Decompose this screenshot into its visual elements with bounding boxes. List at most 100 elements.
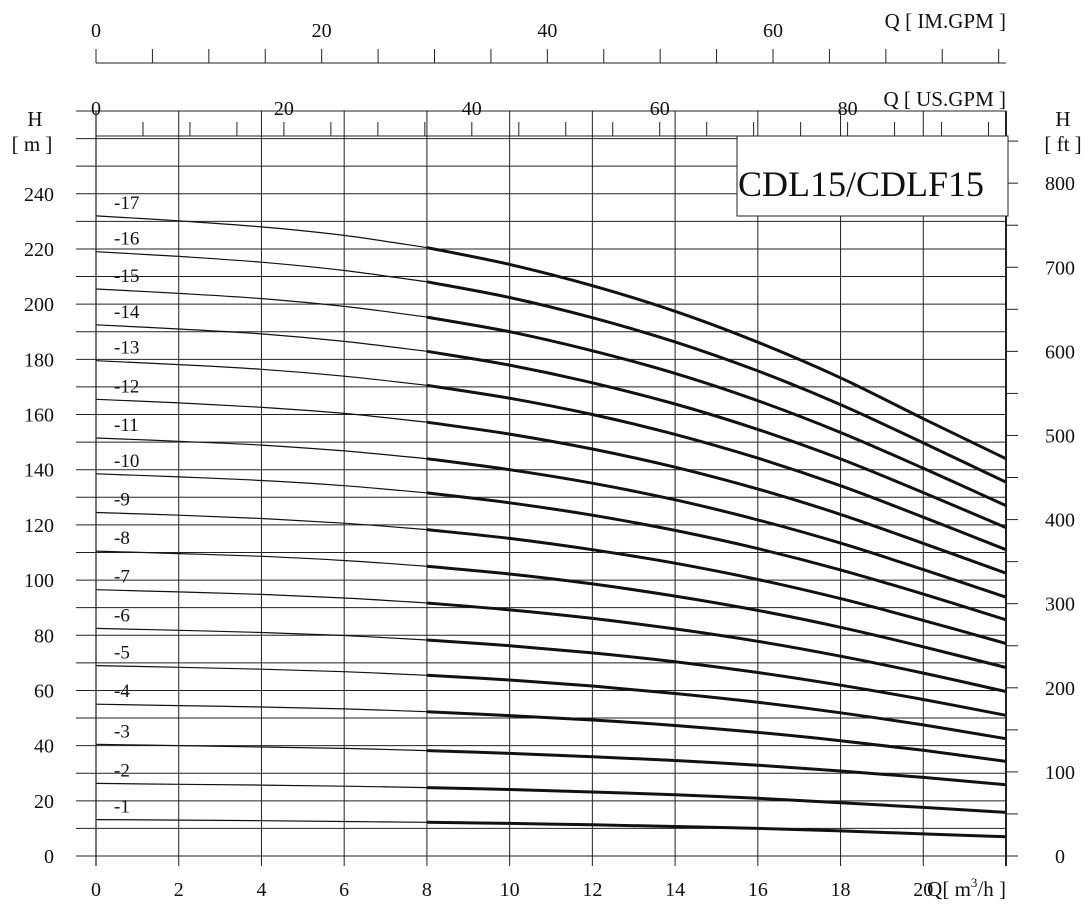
- curve-operating-segment: [426, 457, 1007, 599]
- right-tick-label: 800: [1045, 173, 1075, 195]
- series-label: -9: [114, 489, 130, 510]
- y-tick-label: 40: [34, 736, 54, 758]
- y-tick-label: 80: [34, 625, 54, 647]
- series-label: -17: [114, 193, 139, 214]
- curve-thin-segment: [95, 511, 427, 531]
- curve-operating-segment: [426, 315, 1007, 507]
- top-im-axis-tick-label: 20: [312, 20, 332, 42]
- series-label: -11: [114, 415, 139, 436]
- curve-operating-segment: [426, 786, 1007, 814]
- right-axis-title: H: [1055, 107, 1070, 131]
- x-tick-label: 4: [256, 879, 266, 901]
- right-tick-label: 200: [1045, 678, 1075, 700]
- curve-thin-segment: [95, 703, 427, 713]
- curve-thin-segment: [95, 251, 427, 283]
- curve-thin-segment: [95, 215, 427, 249]
- x-tick-label: 14: [665, 879, 685, 901]
- x-tick-label: 8: [422, 879, 432, 901]
- x-tick-label: 6: [339, 879, 349, 901]
- y-tick-label: 120: [24, 515, 54, 537]
- curve-operating-segment: [426, 564, 1007, 669]
- top-im-axis-tick-label: 40: [537, 20, 557, 42]
- curve-thin-segment: [95, 665, 427, 676]
- right-axis-unit: [ ft ]: [1044, 132, 1081, 156]
- right-tick-label: 500: [1045, 425, 1075, 447]
- performance-curves: [95, 215, 1007, 839]
- top-us-axis-tick-label: 20: [274, 98, 294, 120]
- y-tick-label: 180: [24, 349, 54, 371]
- x-tick-label: 18: [831, 879, 851, 901]
- top-us-axis-tick-label: 80: [838, 98, 858, 120]
- x-tick-label: 0: [91, 879, 101, 901]
- curve-thin-segment: [95, 743, 427, 752]
- curve-operating-segment: [426, 420, 1007, 575]
- chart-title: CDL15/CDLF15: [738, 164, 984, 204]
- y-tick-label: 200: [24, 294, 54, 316]
- curve-operating-segment: [426, 349, 1007, 529]
- series-label: -1: [114, 797, 130, 818]
- y-tick-label: 60: [34, 680, 54, 702]
- curve-operating-segment: [426, 528, 1007, 645]
- top-im-axis-tick-label: 0: [91, 20, 101, 42]
- right-tick-label: 700: [1045, 257, 1075, 279]
- right-tick-label: 400: [1045, 510, 1075, 532]
- series-label: -2: [114, 760, 130, 781]
- x-tick-label: 20: [913, 879, 933, 901]
- curve-thin-segment: [95, 589, 427, 604]
- curve-operating-segment: [426, 673, 1007, 741]
- curve-operating-segment: [426, 280, 1007, 484]
- right-tick-label: 100: [1045, 762, 1075, 784]
- curve-operating-segment: [426, 383, 1007, 552]
- x-tick-label: 16: [748, 879, 768, 901]
- curve-thin-segment: [95, 473, 427, 494]
- top-us-axis-tick-label: 0: [91, 98, 101, 120]
- y-tick-label: 0: [44, 846, 54, 868]
- y-tick-label: 20: [34, 791, 54, 813]
- left-axis-unit: [ m ]: [12, 132, 53, 156]
- bottom-axis-title-sup: 3: [971, 875, 978, 890]
- curve-operating-segment: [426, 491, 1007, 622]
- series-label: -3: [114, 721, 130, 742]
- curve-thin-segment: [95, 550, 427, 567]
- top-im-axis-tick-label: 60: [763, 20, 783, 42]
- y-tick-label: 100: [24, 570, 54, 592]
- grid: [76, 110, 1007, 866]
- series-label: -5: [114, 643, 130, 664]
- series-label: -8: [114, 528, 130, 549]
- top-us-axis-title: Q [ US.GPM ]: [883, 87, 1006, 111]
- curve-operating-segment: [426, 820, 1007, 839]
- curve-thin-segment: [95, 437, 427, 460]
- top-im-axis-title: Q [ IM.GPM ]: [885, 9, 1006, 33]
- y-tick-label: 220: [24, 239, 54, 261]
- chart-title-box: [736, 135, 1009, 217]
- curve-thin-segment: [95, 398, 427, 423]
- x-tick-label: 10: [500, 879, 520, 901]
- series-label: -10: [114, 451, 139, 472]
- bottom-axis-title: Q[ m3/h ]: [927, 875, 1006, 901]
- curve-operating-segment: [426, 246, 1007, 461]
- curve-thin-segment: [95, 782, 427, 789]
- curve-thin-segment: [95, 324, 427, 352]
- x-tick-label: 2: [174, 879, 184, 901]
- y-tick-label: 160: [24, 405, 54, 427]
- left-axis-title: H: [27, 107, 42, 131]
- right-tick-label: 300: [1045, 594, 1075, 616]
- right-tick-label: 0: [1055, 846, 1065, 868]
- top-us-axis-tick-label: 60: [650, 98, 670, 120]
- bottom-axis-title-end: /h ]: [977, 877, 1006, 901]
- series-label: -12: [114, 376, 139, 397]
- series-label: -16: [114, 229, 139, 250]
- series-label: -6: [114, 605, 130, 626]
- curve-thin-segment: [95, 819, 427, 823]
- series-label: -7: [114, 567, 130, 588]
- curve-thin-segment: [95, 627, 427, 641]
- curve-operating-segment: [426, 710, 1007, 763]
- series-label: -15: [114, 266, 139, 287]
- y-tick-label: 140: [24, 460, 54, 482]
- curve-thin-segment: [95, 288, 427, 318]
- series-label: -4: [114, 681, 130, 702]
- curve-operating-segment: [426, 749, 1007, 787]
- curve-thin-segment: [95, 360, 427, 386]
- curve-operating-segment: [426, 601, 1007, 693]
